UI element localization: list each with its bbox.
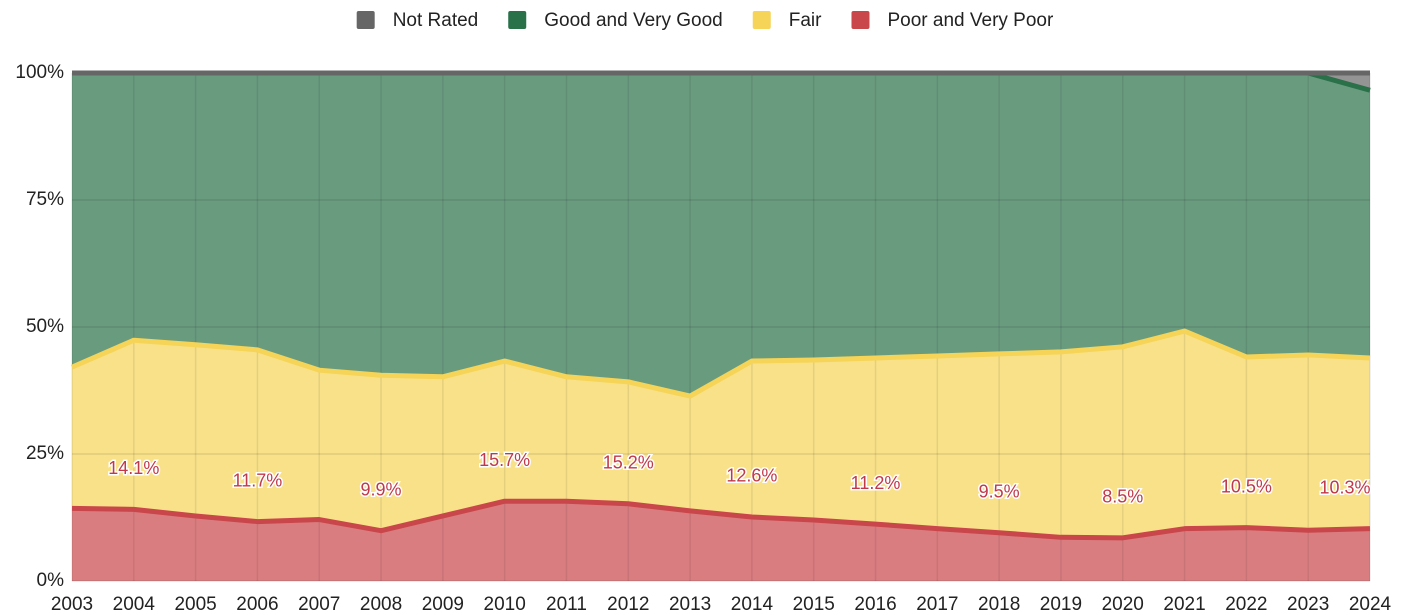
x-tick-label: 2018 [978, 594, 1020, 615]
data-label: 15.7% [479, 450, 530, 470]
x-tick-label: 2023 [1287, 594, 1329, 615]
x-tick-label: 2005 [174, 594, 216, 615]
area-fill [72, 331, 1370, 538]
legend-label: Fair [789, 10, 822, 31]
x-tick-label: 2010 [484, 594, 526, 615]
x-tick-label: 2011 [546, 594, 587, 615]
legend: Not Rated Good and Very Good Fair Poor and … [356, 10, 1054, 31]
data-label: 11.2% [851, 473, 901, 493]
x-tick-label: 2015 [793, 594, 835, 615]
legend-label: Not Rated [393, 10, 479, 31]
x-tick-label: 2014 [731, 594, 774, 615]
legend-swatch [851, 11, 870, 29]
x-tick-label: 2004 [113, 594, 156, 615]
y-tick-label: 75% [26, 189, 64, 210]
data-label: 14.1% [108, 458, 159, 478]
area-line [71, 328, 1371, 399]
x-tick-label: 2008 [360, 594, 402, 615]
x-tick-label: 2013 [669, 594, 711, 615]
x-tick-label: 2003 [51, 594, 93, 615]
legend-swatch [356, 11, 375, 29]
area-fill [72, 73, 1370, 397]
x-tick-label: 2021 [1163, 594, 1205, 615]
x-tick-label: 2007 [298, 594, 340, 615]
y-tick-label: 50% [26, 316, 64, 337]
x-tick-label: 2019 [1040, 594, 1082, 615]
x-tick-label: 2024 [1349, 594, 1392, 615]
data-label: 10.5% [1221, 476, 1272, 496]
y-tick-label: 100% [15, 62, 64, 83]
x-tick-label: 2009 [422, 594, 464, 615]
data-label: 9.9% [361, 479, 402, 499]
legend-label: Poor and Very Poor [887, 10, 1053, 31]
legend-swatch [752, 11, 771, 29]
data-label: 9.5% [979, 481, 1020, 501]
data-label: 11.7% [233, 470, 283, 490]
x-tick-label: 2022 [1225, 594, 1267, 615]
legend-swatch [508, 11, 527, 29]
data-label: 12.6% [726, 466, 777, 486]
area-fill [72, 501, 1370, 581]
data-label: 15.2% [603, 453, 654, 473]
x-tick-label: 2017 [916, 594, 958, 615]
y-tick-label: 25% [26, 443, 64, 464]
data-label: 10.3% [1319, 477, 1370, 497]
x-tick-label: 2016 [854, 594, 896, 615]
y-tick-label: 0% [37, 570, 65, 591]
data-label: 8.5% [1102, 487, 1143, 507]
x-tick-label: 2020 [1102, 594, 1144, 615]
legend-label: Good and Very Good [544, 10, 723, 31]
x-tick-label: 2012 [607, 594, 649, 615]
area-line [71, 498, 1371, 541]
x-tick-label: 2006 [236, 594, 278, 615]
